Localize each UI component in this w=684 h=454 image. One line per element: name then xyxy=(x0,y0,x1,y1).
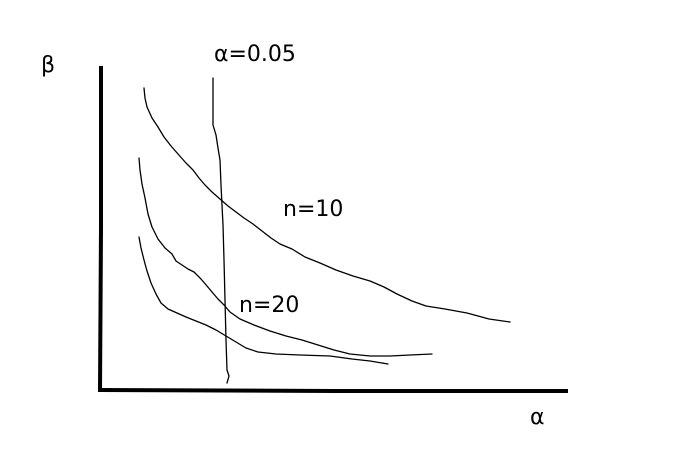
x-axis xyxy=(98,387,568,393)
curve-n10 xyxy=(143,87,511,323)
alpha-threshold-label: α=0.05 xyxy=(214,42,296,67)
x-axis-label: α xyxy=(530,405,545,430)
y-axis xyxy=(97,66,103,393)
alpha-threshold-line xyxy=(212,77,230,384)
curve-lower xyxy=(138,236,389,365)
curve-n20-label: n=20 xyxy=(239,293,299,318)
curve-n10-label: n=10 xyxy=(283,197,343,222)
y-axis-label: β xyxy=(41,53,55,78)
curve-n20 xyxy=(138,157,433,357)
